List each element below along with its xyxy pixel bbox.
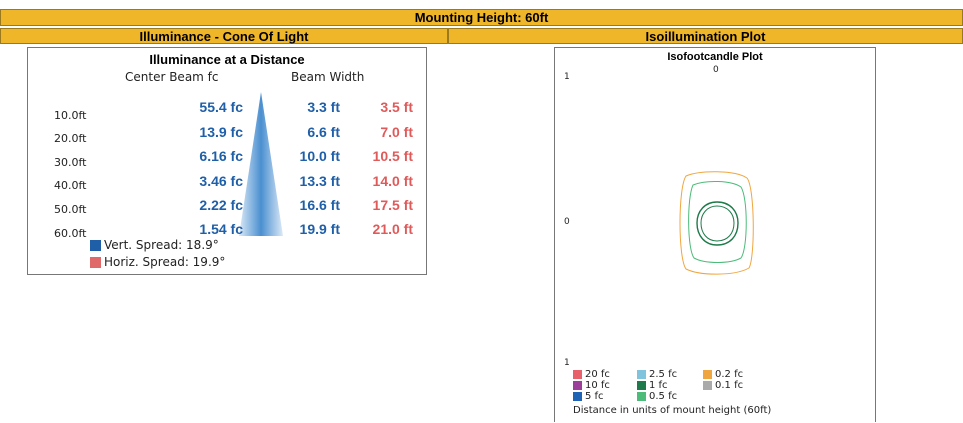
vertical-beam-width: 16.6 ft <box>286 197 340 213</box>
iso-distance-note: Distance in units of mount height (60ft) <box>573 405 771 416</box>
vertical-beam-width: 19.9 ft <box>286 221 340 237</box>
cone-title: Illuminance at a Distance <box>28 52 426 67</box>
contour-1-fc <box>697 202 738 245</box>
distance-label: 10.0ft <box>54 109 86 122</box>
iso-legend-swatch <box>573 392 582 401</box>
left-axis-tick-bottom: 1 <box>564 358 570 368</box>
contour-1-fc-inner <box>701 206 734 241</box>
light-cone-graphic <box>236 92 286 238</box>
horizontal-beam-width: 17.5 ft <box>358 197 413 213</box>
iso-legend-item: 10 fc <box>573 380 610 391</box>
iso-legend-swatch <box>703 381 712 390</box>
horizontal-beam-width: 21.0 ft <box>358 221 413 237</box>
contour-0-2-fc <box>680 172 753 274</box>
iso-legend-item: 20 fc <box>573 369 610 380</box>
iso-legend-item: 0.2 fc <box>703 369 743 380</box>
center-beam-fc: 3.46 fc <box>138 173 243 189</box>
horizontal-spread-label: Horiz. Spread: 19.9° <box>104 255 225 269</box>
horizontal-beam-width: 14.0 ft <box>358 173 413 189</box>
horizontal-swatch <box>90 257 101 268</box>
center-beam-fc: 2.22 fc <box>138 197 243 213</box>
iso-legend-item: 2.5 fc <box>637 369 677 380</box>
iso-legend-label: 0.1 fc <box>715 380 743 391</box>
beam-width-header: Beam Width <box>291 70 364 84</box>
iso-legend-item: 0.5 fc <box>637 391 677 402</box>
iso-plot-title: Isofootcandle Plot <box>555 51 875 63</box>
iso-legend-label: 10 fc <box>585 380 610 391</box>
horizontal-beam-width: 3.5 ft <box>358 99 413 115</box>
horizontal-spread-legend: Horiz. Spread: 19.9° <box>90 255 225 269</box>
iso-legend-label: 1 fc <box>649 380 668 391</box>
top-axis-tick: 0 <box>713 65 719 75</box>
iso-legend-label: 20 fc <box>585 369 610 380</box>
vertical-spread-legend: Vert. Spread: 18.9° <box>90 238 219 252</box>
vertical-beam-width: 3.3 ft <box>286 99 340 115</box>
iso-legend-swatch <box>637 381 646 390</box>
distance-label: 30.0ft <box>54 156 86 169</box>
vertical-swatch <box>90 240 101 251</box>
center-beam-header: Center Beam fc <box>125 70 219 84</box>
iso-contours <box>680 172 753 274</box>
isofootcandle-plot-panel: Isofootcandle Plot 0 1 0 1 20 fc 10 fc 5 f… <box>554 47 876 422</box>
iso-legend-swatch <box>637 370 646 379</box>
iso-legend-label: 5 fc <box>585 391 604 402</box>
cone-of-light-panel: Illuminance at a Distance Center Beam fc… <box>27 47 427 275</box>
left-axis-tick-top: 1 <box>564 72 570 82</box>
iso-legend-swatch <box>637 392 646 401</box>
iso-legend-swatch <box>573 370 582 379</box>
iso-legend-swatch <box>703 370 712 379</box>
iso-legend-label: 2.5 fc <box>649 369 677 380</box>
iso-legend-item: 1 fc <box>637 380 668 391</box>
iso-section-header: Isoillumination Plot <box>448 28 963 44</box>
cone-section-header: Illuminance - Cone Of Light <box>0 28 448 44</box>
iso-legend-label: 0.5 fc <box>649 391 677 402</box>
vertical-beam-width: 6.6 ft <box>286 124 340 140</box>
distance-label: 20.0ft <box>54 132 86 145</box>
distance-label: 40.0ft <box>54 179 86 192</box>
iso-legend-label: 0.2 fc <box>715 369 743 380</box>
iso-legend-item: 5 fc <box>573 391 604 402</box>
iso-legend-swatch <box>573 381 582 390</box>
center-beam-fc: 55.4 fc <box>138 99 243 115</box>
left-axis-tick-mid: 0 <box>564 217 570 227</box>
center-beam-fc: 1.54 fc <box>138 221 243 237</box>
vertical-spread-label: Vert. Spread: 18.9° <box>104 238 219 252</box>
vertical-beam-width: 13.3 ft <box>286 173 340 189</box>
distance-label: 60.0ft <box>54 227 86 240</box>
center-beam-fc: 6.16 fc <box>138 148 243 164</box>
iso-legend-item: 0.1 fc <box>703 380 743 391</box>
horizontal-beam-width: 10.5 ft <box>358 148 413 164</box>
vertical-beam-width: 10.0 ft <box>286 148 340 164</box>
center-beam-fc: 13.9 fc <box>138 124 243 140</box>
mounting-height-banner: Mounting Height: 60ft <box>0 9 963 26</box>
iso-plot-canvas <box>555 48 875 423</box>
distance-label: 50.0ft <box>54 203 86 216</box>
horizontal-beam-width: 7.0 ft <box>358 124 413 140</box>
